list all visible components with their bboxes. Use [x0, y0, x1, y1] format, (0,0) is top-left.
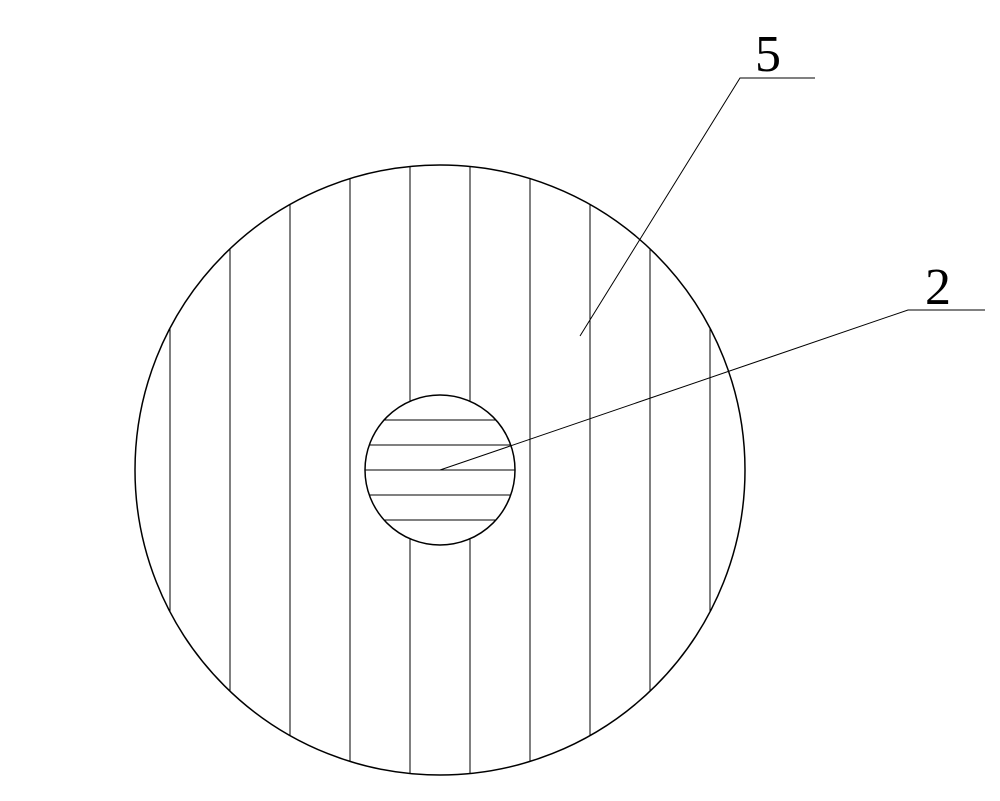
callout-2-label: 2 — [925, 258, 951, 317]
callout-5-label: 5 — [755, 25, 781, 84]
callout-5-leader — [580, 78, 815, 336]
diagram-stage: 52 — [0, 0, 1000, 801]
diagram-svg — [0, 0, 1000, 801]
